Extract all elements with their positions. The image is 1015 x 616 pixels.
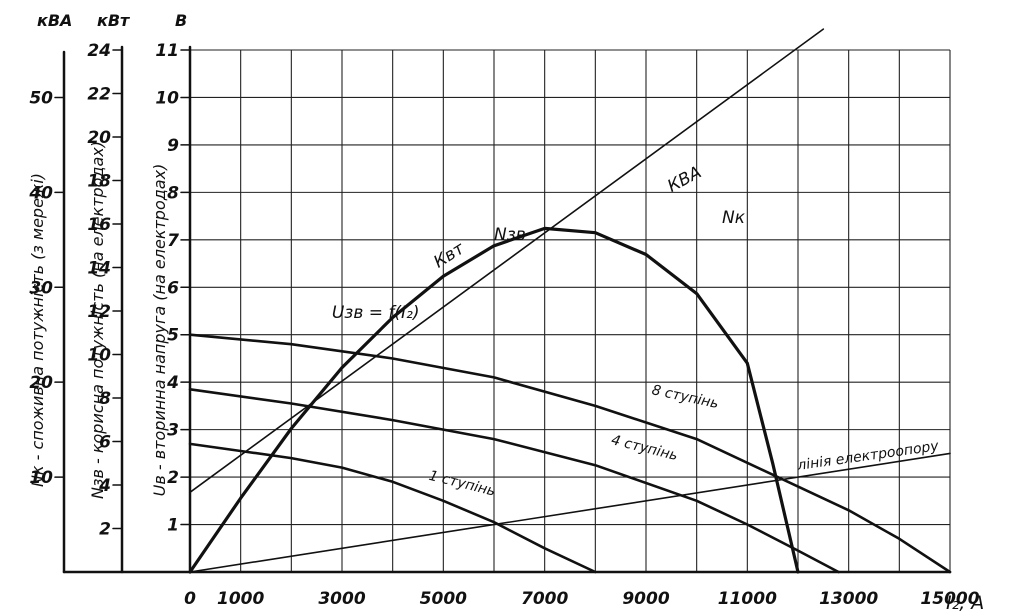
y-tick-label: 40: [28, 183, 53, 203]
series-label: лінія електроопору: [795, 438, 940, 474]
x-tick-label: 0: [184, 589, 196, 609]
y-tick-label: 4: [98, 476, 111, 496]
annotation-label: Uзв = f(I₂): [332, 303, 420, 323]
series-line: [189, 452, 951, 573]
x-tick-label: 3000: [318, 589, 365, 609]
y-tick-label: 30: [29, 278, 53, 298]
x-tick-label: 15000: [920, 589, 979, 609]
grid: [62, 49, 952, 574]
x-tick-label: 11000: [718, 589, 777, 609]
tick-labels: 0 1000 3000 5000 7000 9000 11000 13000 15000 10 20…: [28, 41, 979, 609]
y-tick-label: 12: [87, 302, 111, 322]
y-tick-label: 11: [155, 41, 179, 61]
series-label: 8 ступінь: [650, 382, 720, 412]
axis-unit-v: В: [175, 11, 187, 30]
y-tick-label: 7: [167, 231, 179, 251]
series: [188, 28, 952, 574]
y-tick-label: 1: [167, 516, 179, 536]
y-tick-label: 10: [155, 88, 179, 108]
series-line: [188, 442, 597, 574]
series-line: [188, 226, 800, 574]
y-tick-label: 2: [167, 468, 179, 488]
y-tick-label: 14: [87, 259, 111, 279]
series-line: [189, 28, 825, 494]
y-tick-label: 24: [87, 41, 111, 61]
y-tick-label: 5: [167, 326, 179, 346]
y-tick-label: 6: [167, 278, 179, 298]
axis-title-kvt: Nзв - корисна потужність (на електродах): [88, 141, 107, 499]
annotation-label: Квт: [430, 238, 469, 272]
series-line: [188, 387, 840, 574]
y-tick-label: 20: [29, 373, 53, 393]
y-tick-label: 2: [99, 520, 111, 540]
axis-title-kva: Nк - споживна потужність (з мережі): [28, 173, 47, 487]
y-tick-label: 4: [166, 373, 179, 393]
axis-unit-kva: кВА: [37, 11, 72, 30]
y-tick-label: 10: [29, 468, 53, 488]
y-tick-label: 8: [167, 183, 179, 203]
x-tick-label: 1000: [217, 589, 264, 609]
annotation-label: Nк: [722, 208, 746, 228]
series-label: 1 ступінь: [427, 468, 497, 500]
y-tick-label: 50: [29, 88, 53, 108]
x-axis-label: I₂, A: [946, 592, 984, 614]
x-tick-label: 5000: [420, 589, 467, 609]
x-tick-label: 9000: [622, 589, 669, 609]
y-tick-label: 3: [167, 421, 179, 441]
y-tick-label: 10: [87, 346, 111, 366]
y-tick-label: 16: [87, 215, 111, 235]
series-line: [188, 333, 952, 574]
annotation-label: КВА: [664, 163, 705, 197]
y-tick-label: 20: [87, 128, 111, 148]
y-tick-label: 6: [99, 433, 111, 453]
x-tick-label: 7000: [521, 589, 568, 609]
y-tick-label: 18: [87, 172, 111, 192]
y-tick-label: 8: [99, 389, 111, 409]
axis-title-v: Uв - вторинна напруга (на електродах): [150, 164, 169, 497]
x-tick-label: 13000: [819, 589, 878, 609]
series-label: 4 ступінь: [610, 432, 680, 464]
y-tick-label: 22: [87, 85, 111, 105]
y-tick-label: 9: [167, 136, 179, 156]
annotation-label: Nзв: [494, 225, 526, 245]
axis-unit-kvt: кВт: [97, 11, 131, 30]
